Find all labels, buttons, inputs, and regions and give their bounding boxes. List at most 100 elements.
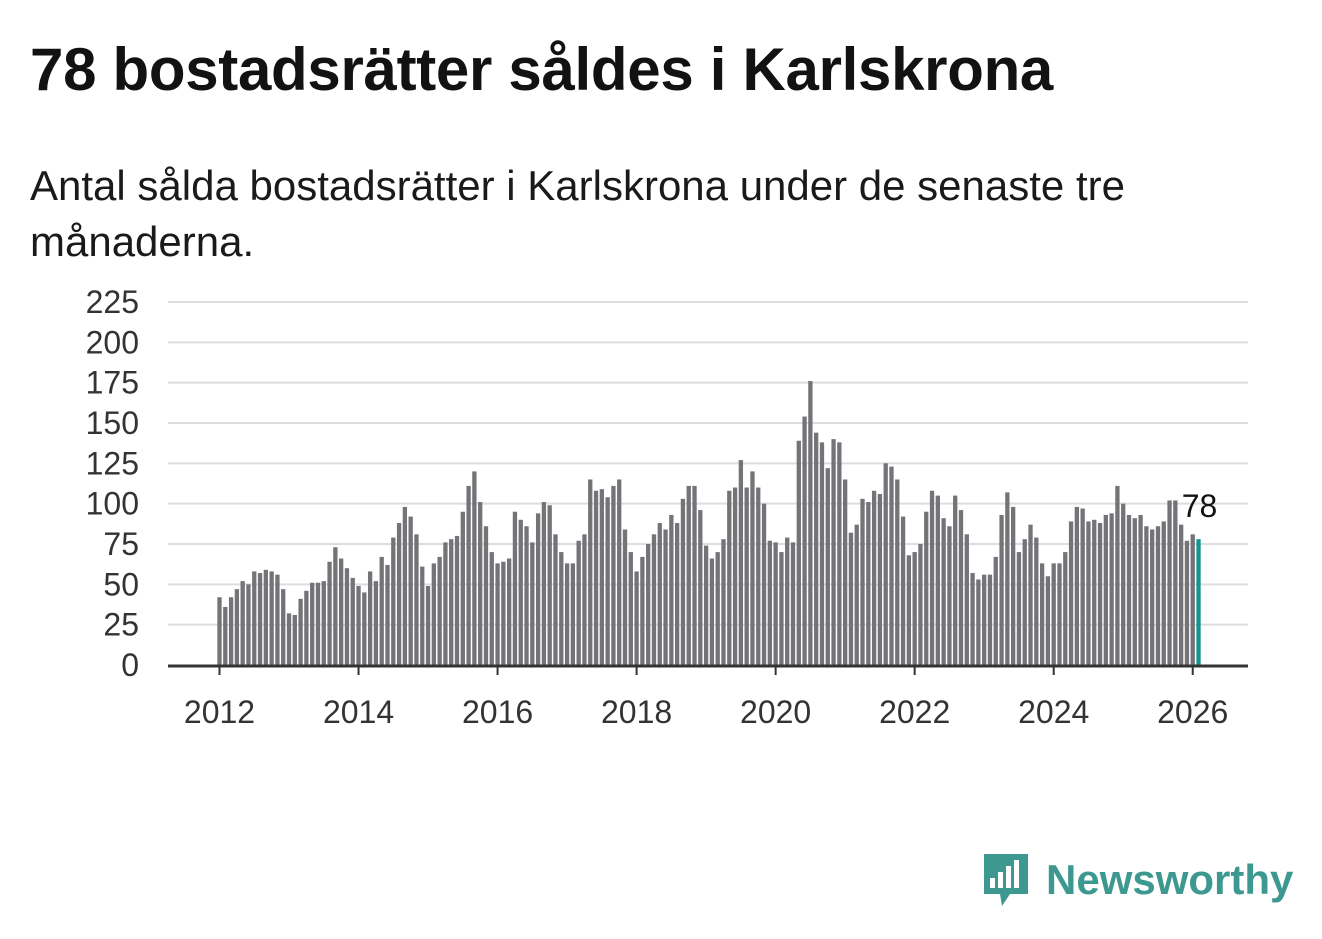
bar: [437, 556, 442, 665]
bar: [310, 582, 315, 665]
bar: [512, 511, 518, 665]
bar: [947, 526, 952, 665]
bar: [761, 503, 767, 665]
bar: [582, 534, 587, 665]
bar: [709, 558, 715, 665]
bar: [750, 471, 755, 665]
bar-latest: [1196, 539, 1201, 665]
bar: [257, 573, 263, 665]
bar: [304, 590, 309, 665]
bar: [999, 514, 1004, 665]
bar: [964, 534, 969, 665]
x-axis: 2012 2014 2016 2018 2020 2022 2024 2026: [168, 664, 1248, 730]
bar: [686, 485, 691, 665]
bar: [1109, 513, 1114, 665]
bar: [1045, 576, 1051, 665]
bar: [727, 490, 732, 665]
y-tick-label: 100: [86, 486, 139, 522]
bar: [692, 485, 697, 665]
bar: [721, 539, 726, 665]
y-tick-label: 150: [86, 405, 139, 441]
bar: [900, 516, 906, 665]
bar: [912, 552, 917, 665]
bar: [680, 498, 686, 665]
bar: [1016, 552, 1022, 665]
bar: [367, 571, 373, 665]
bar: [1051, 563, 1056, 665]
bar: [1080, 508, 1085, 665]
bar: [953, 495, 958, 665]
bar: [321, 581, 326, 665]
y-tick-label: 225: [86, 284, 139, 320]
bar: [825, 468, 830, 665]
bar: [228, 597, 234, 665]
bar: [246, 584, 251, 665]
bar: [756, 487, 761, 665]
bar: [286, 613, 292, 665]
bar: [362, 592, 367, 665]
bar: [1034, 537, 1039, 665]
bar: [588, 479, 593, 665]
chart-subtitle: Antal sålda bostadsrätter i Karlskrona u…: [30, 162, 1125, 265]
bar: [391, 537, 396, 665]
bar: [634, 571, 639, 665]
x-tick-label: 2012: [184, 694, 255, 730]
bar: [663, 529, 668, 665]
bar: [263, 569, 268, 665]
bar-series: [217, 381, 1201, 665]
bar: [373, 581, 379, 665]
y-tick-label: 200: [86, 324, 139, 360]
bar: [593, 490, 599, 665]
bar: [611, 485, 616, 665]
bar: [1068, 521, 1074, 665]
y-tick-label: 125: [86, 445, 139, 481]
x-tick-label: 2020: [740, 694, 811, 730]
bar: [877, 493, 883, 665]
bar: [252, 571, 257, 665]
bar: [987, 574, 993, 665]
bar: [1184, 540, 1190, 665]
bar: [802, 416, 807, 665]
bar: [935, 495, 940, 665]
bar: [414, 534, 419, 665]
bar: [675, 523, 680, 665]
bar: [420, 566, 425, 665]
bar: [732, 487, 738, 665]
bar: [929, 490, 935, 665]
bar: [906, 555, 912, 665]
bar: [889, 466, 894, 665]
y-axis-labels: 0 25 50 75 100 125 150 175 200 225: [86, 284, 139, 683]
bar: [1167, 500, 1172, 665]
bar: [669, 514, 674, 665]
bar: [524, 526, 529, 665]
bar: [1161, 521, 1166, 665]
bar: [715, 552, 720, 665]
bar: [941, 518, 946, 665]
bar: [1028, 524, 1033, 665]
x-tick-label: 2024: [1018, 694, 1089, 730]
bar: [837, 442, 842, 665]
bar: [431, 563, 436, 665]
bar: [1103, 514, 1108, 665]
bar: [819, 442, 825, 665]
bar: [605, 497, 610, 665]
bar: [339, 558, 344, 665]
bar: [866, 502, 871, 665]
bar: [298, 598, 303, 665]
brand-name: Newsworthy: [1046, 856, 1294, 903]
bar: [327, 561, 332, 665]
bar: [1121, 503, 1126, 665]
bar: [530, 542, 535, 665]
bar: [814, 432, 819, 665]
bar: [315, 582, 321, 665]
bar: [217, 597, 222, 665]
bar: [976, 579, 981, 665]
bar: [495, 563, 500, 665]
bar: [454, 535, 460, 665]
bar: [831, 439, 836, 665]
bar: [1074, 506, 1080, 665]
bar: [281, 589, 286, 665]
bar: [385, 564, 390, 665]
bar: [1115, 485, 1120, 665]
